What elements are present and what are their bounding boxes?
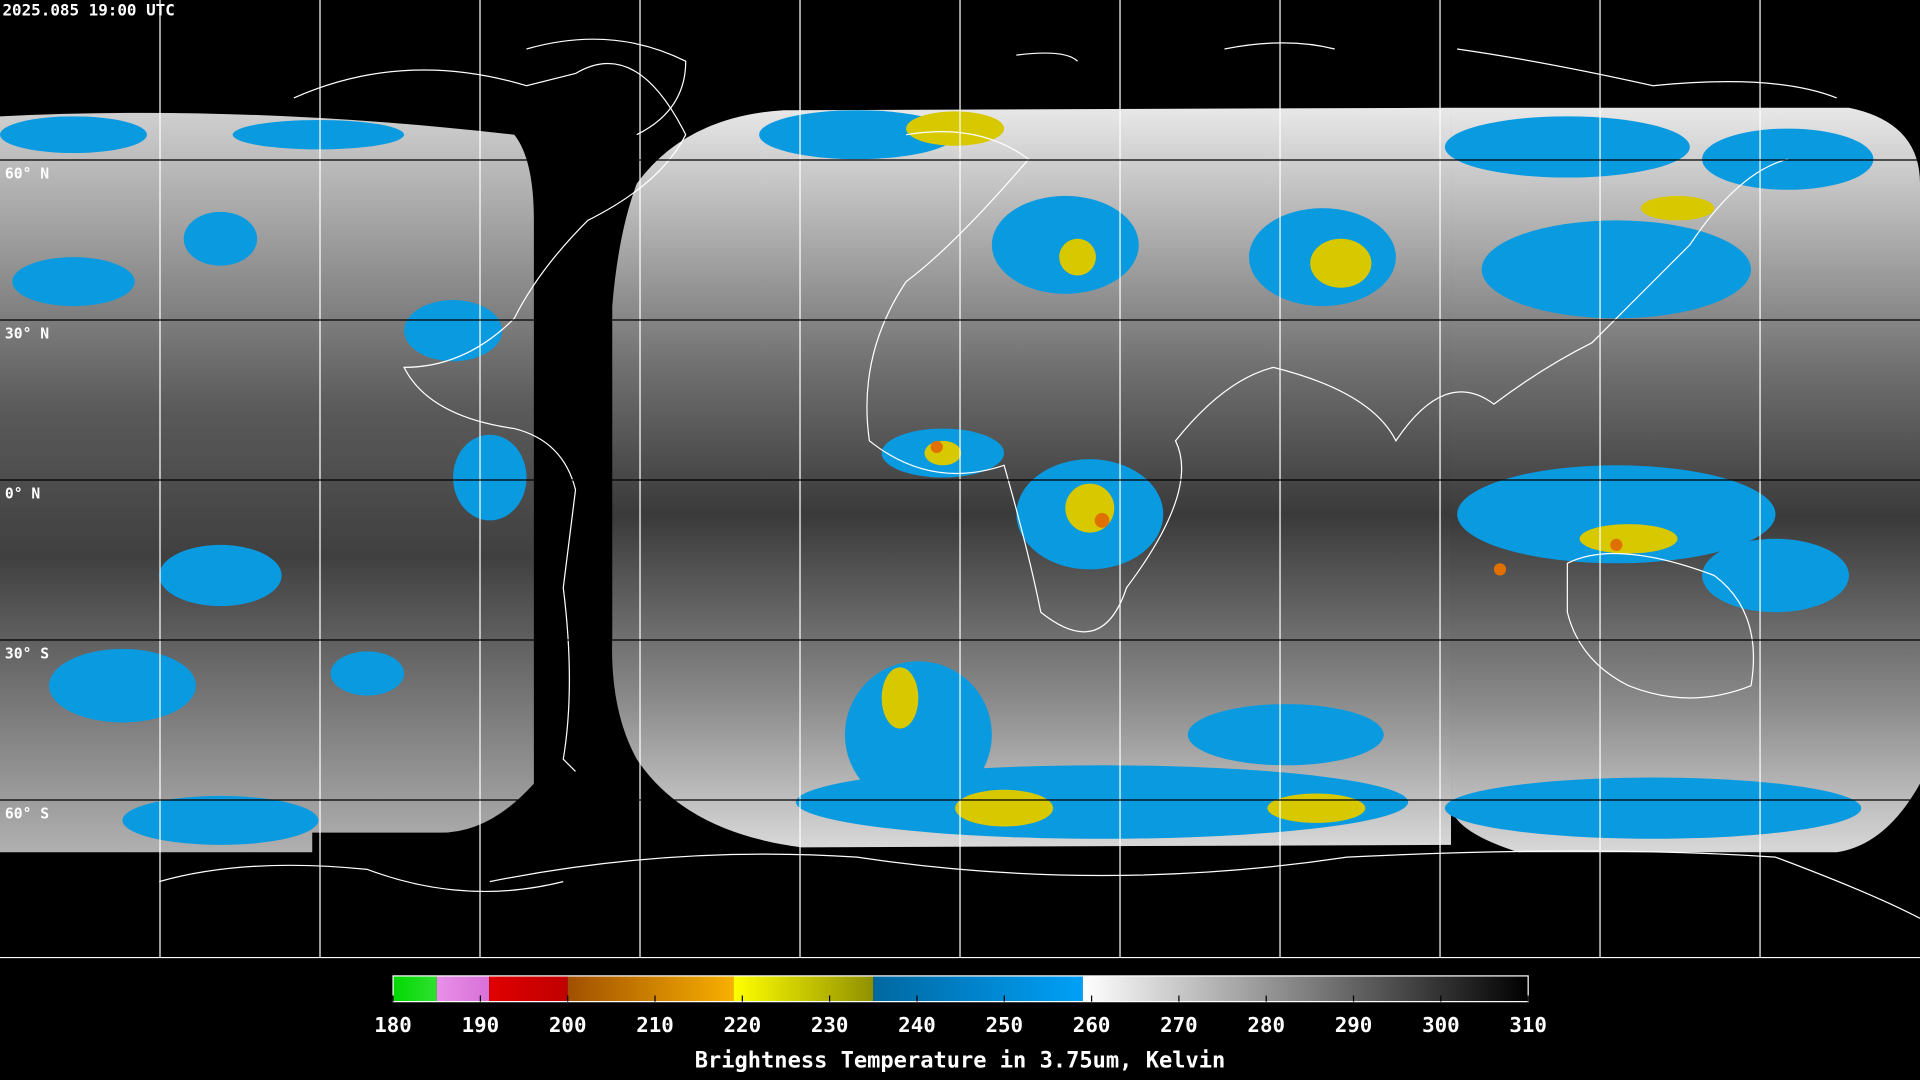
colorbar-tick-label: 310 [1509,1013,1547,1037]
colorbar-tick-label: 190 [462,1013,500,1037]
colorbar-segment [873,975,1083,1002]
colorbar-tick-label: 280 [1247,1013,1285,1037]
colorbar-frame [392,975,1529,1003]
latitude-label: 30° N [5,326,49,343]
latitude-label: 30° S [5,646,49,663]
colorbar-segment [489,975,568,1002]
latitude-labels: 60° N 30° N 0° N 30° S 60° S [5,166,49,823]
colorbar-tick-label: 200 [549,1013,587,1037]
imagery [0,38,1920,919]
colorbar-tick-label: 290 [1335,1013,1373,1037]
colorbar-tick-label: 270 [1160,1013,1198,1037]
colorbar-segment [1082,975,1529,1002]
colorbar-tick-label: 180 [374,1013,412,1037]
colorbar-tick-label: 300 [1422,1013,1460,1037]
colorbar-tick-label: 260 [1073,1013,1111,1037]
colorbar-segment [567,975,734,1002]
graticule [0,0,1920,959]
colorbar-tick-label: 230 [811,1013,849,1037]
colorbar-tick-label: 250 [985,1013,1023,1037]
latitude-label: 60° N [5,166,49,183]
latitude-label: 0° N [5,486,40,503]
colorbar-tick-label: 240 [898,1013,936,1037]
timestamp: 2025.085 19:00 UTC [2,1,174,20]
colorbar-segment [393,975,437,1002]
very-cold-cloud-areas [881,111,1715,827]
cold-cloud-areas [0,110,1874,845]
colorbar-label: Brightness Temperature in 3.75um, Kelvin [695,1049,1226,1074]
colorbar-segment [436,975,490,1002]
colorbar-tick-label: 210 [636,1013,674,1037]
colorbar: 180 190 200 210 220 230 240 250 260 270 280 290 300 3… [374,975,1547,1037]
deep-convection-spots [930,440,1623,576]
colorbar-segment [733,975,874,1002]
image-panel-center [612,107,1452,848]
colorbar-tick-label: 220 [724,1013,762,1037]
latitude-label: 60° S [5,806,49,823]
